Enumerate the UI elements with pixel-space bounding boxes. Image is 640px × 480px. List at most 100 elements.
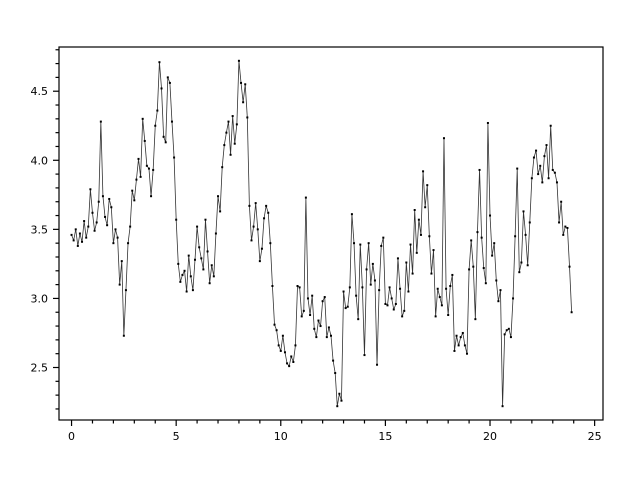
data-point (363, 354, 366, 357)
data-point (463, 344, 466, 347)
data-point (168, 81, 171, 84)
y-axis-ticks (53, 49, 59, 410)
data-point (459, 336, 462, 339)
data-point (382, 236, 385, 239)
plot-background (59, 47, 603, 420)
data-point (196, 225, 199, 228)
data-point (348, 286, 351, 289)
data-point (237, 59, 240, 62)
data-point (118, 283, 121, 286)
data-point (336, 405, 339, 408)
data-point (453, 349, 456, 352)
plot-area (59, 47, 603, 420)
data-point (332, 359, 335, 362)
data-point (179, 280, 182, 283)
data-point (455, 334, 458, 337)
data-point (298, 286, 301, 289)
data-point (484, 282, 487, 285)
data-point (156, 109, 159, 112)
data-point (476, 231, 479, 234)
data-point (516, 167, 519, 170)
data-point (83, 220, 86, 223)
data-point (202, 268, 205, 271)
data-point (378, 289, 381, 292)
data-point (143, 139, 146, 142)
data-point (321, 300, 324, 303)
data-point (74, 228, 77, 231)
data-point (342, 290, 345, 293)
data-point (129, 225, 132, 228)
data-point (353, 242, 356, 245)
data-point (394, 302, 397, 305)
data-point (522, 210, 525, 213)
data-point (392, 308, 395, 311)
data-point (530, 177, 533, 180)
data-point (269, 242, 272, 245)
y-tick-label: 2.5 (31, 362, 49, 375)
data-point (290, 355, 293, 358)
data-point (225, 131, 228, 134)
data-point (112, 242, 115, 245)
data-point (380, 244, 383, 247)
x-tick-label: 5 (173, 430, 180, 443)
data-point (405, 261, 408, 264)
data-point (162, 135, 165, 138)
data-point (313, 327, 316, 330)
data-point (204, 218, 207, 221)
data-point (553, 171, 556, 174)
data-point (350, 213, 353, 216)
data-point (436, 287, 439, 290)
data-point (229, 153, 232, 156)
data-point (568, 265, 571, 268)
data-point (564, 225, 567, 228)
data-series-markers (70, 59, 573, 408)
data-point (560, 200, 563, 203)
data-point (376, 363, 379, 366)
data-point (401, 315, 404, 318)
data-point (518, 271, 521, 274)
data-point (388, 286, 391, 289)
data-point (300, 315, 303, 318)
data-point (271, 285, 274, 287)
x-tick-label: 10 (274, 430, 288, 443)
data-point (417, 218, 420, 221)
data-point (526, 264, 529, 267)
data-point (160, 87, 163, 90)
data-point (355, 294, 358, 297)
data-point (367, 242, 370, 245)
data-point (173, 156, 176, 159)
data-point (150, 195, 153, 198)
data-point (359, 243, 362, 246)
data-point (189, 275, 192, 278)
data-point (267, 211, 270, 214)
data-point (570, 311, 573, 314)
data-point (137, 157, 140, 160)
data-point (509, 336, 512, 339)
data-point (386, 304, 389, 307)
data-point (369, 283, 372, 286)
data-point (233, 142, 236, 145)
x-tick-label: 0 (68, 430, 75, 443)
data-point (442, 137, 445, 140)
data-point (212, 275, 215, 278)
data-point (306, 297, 309, 300)
data-point (520, 261, 523, 264)
data-point (145, 164, 148, 167)
data-point (248, 204, 251, 207)
y-tick-label: 3.5 (31, 223, 49, 236)
data-point (428, 235, 431, 238)
data-point (528, 221, 531, 224)
data-point (566, 226, 569, 229)
data-point (223, 144, 226, 147)
data-point (399, 287, 402, 290)
data-point (541, 181, 544, 184)
data-point (183, 269, 186, 272)
x-tick-labels: 0 5 10 15 20 25 (68, 430, 602, 443)
data-point (70, 233, 73, 236)
data-point (357, 318, 360, 321)
data-point (131, 189, 134, 192)
data-point (231, 115, 234, 118)
data-point (537, 173, 540, 176)
data-point (72, 239, 75, 242)
data-point (562, 233, 565, 236)
